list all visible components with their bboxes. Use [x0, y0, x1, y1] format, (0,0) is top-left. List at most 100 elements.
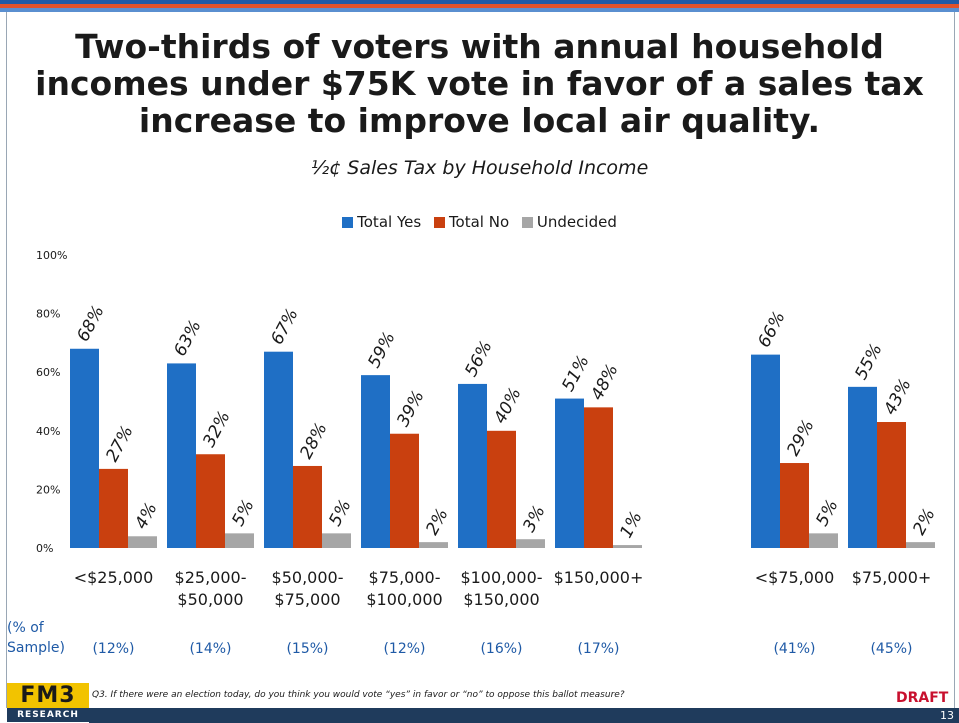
legend-item-total-no: Total No: [433, 213, 510, 231]
bar-total-yes-4: [361, 375, 390, 548]
bar-total-no-2: [196, 454, 225, 548]
value-label-undecided-5: 3%: [519, 502, 549, 535]
sample-share-label: (45%): [870, 641, 912, 657]
bar-total-yes-8: [848, 386, 877, 548]
value-label-undecided-4: 2%: [422, 505, 452, 538]
legend-item-undecided: Undecided: [521, 213, 617, 231]
sample-share-label: (15%): [286, 641, 328, 657]
value-label-total-no-6: 48%: [587, 361, 622, 404]
bar-total-no-8: [877, 422, 906, 548]
category-label-line: $75,000: [274, 590, 340, 609]
bar-total-no-3: [293, 465, 322, 548]
bar-undecided-4: [419, 542, 448, 548]
value-label-total-yes-8: 55%: [851, 340, 886, 383]
bottom-footer-bar: [89, 708, 959, 723]
legend-label-undecided: Undecided: [536, 213, 617, 231]
value-label-total-no-4: 39%: [393, 387, 428, 430]
top-accent-bar-orange: [0, 4, 959, 8]
category-label-line: <$25,000: [74, 568, 154, 587]
sample-row-label-line: (% of: [7, 620, 45, 636]
category-label: <$25,000: [74, 568, 154, 587]
logo-subtitle: RESEARCH: [7, 708, 89, 722]
legend-swatch-total-yes: [342, 217, 354, 228]
sample-row-label-line: Sample): [7, 640, 65, 656]
value-label-total-yes-2: 63%: [170, 317, 205, 360]
value-label-total-no-2: 32%: [199, 408, 234, 451]
legend-swatch-total-no: [433, 217, 445, 228]
bar-total-yes-1: [70, 348, 99, 548]
legend-label-total-no: Total No: [448, 213, 510, 231]
category-label: <$75,000: [755, 568, 835, 587]
bar-total-yes-6: [555, 398, 584, 548]
sample-share-label: (12%): [383, 641, 425, 657]
bar-undecided-2: [225, 533, 254, 548]
bar-total-no-7: [780, 463, 809, 548]
category-label: $50,000- $75,000: [272, 568, 344, 609]
category-label-line: $100,000-: [460, 568, 542, 587]
sample-share-label: (14%): [189, 641, 231, 657]
value-label-undecided-7: 5%: [812, 496, 842, 529]
category-label-line: $25,000-: [175, 568, 247, 587]
y-tick-label: 0%: [36, 542, 53, 555]
chart-legend: Total Yes Total No Undecided: [0, 213, 959, 231]
top-accent-bar: [0, 0, 959, 4]
category-label: $150,000+: [554, 568, 644, 587]
bar-undecided-3: [322, 533, 351, 548]
value-label-undecided-8: 2%: [909, 505, 939, 538]
fm3-research-logo: FM3 RESEARCH: [7, 683, 89, 723]
bar-chart: 0% 20% 40% 60% 80% 100% 68% 27% 4% <$25,000 (12%) 6…: [7, 249, 940, 657]
legend-item-total-yes: Total Yes: [342, 213, 421, 231]
bar-total-yes-3: [264, 351, 293, 548]
legend-swatch-undecided: [521, 217, 533, 228]
y-tick-label: 60%: [36, 366, 60, 379]
bar-undecided-7: [809, 533, 838, 548]
category-label-line: $50,000: [177, 590, 243, 609]
bar-total-yes-5: [458, 383, 487, 548]
category-label-line: $150,000: [463, 590, 539, 609]
value-label-total-yes-7: 66%: [754, 308, 789, 351]
sample-share-label: (41%): [773, 641, 815, 657]
bar-total-yes-2: [167, 363, 196, 548]
value-label-total-no-1: 27%: [102, 422, 137, 465]
value-label-total-yes-6: 51%: [558, 352, 593, 395]
bar-total-no-5: [487, 430, 516, 548]
sample-share-label: (17%): [577, 641, 619, 657]
category-label: $75,000+: [852, 568, 932, 587]
sample-row-label: (% of Sample): [7, 620, 65, 656]
category-label-line: <$75,000: [755, 568, 835, 587]
sample-share-label: (16%): [480, 641, 522, 657]
slide-frame: [6, 12, 955, 708]
sample-share-label: (12%): [92, 641, 134, 657]
category-label: $100,000- $150,000: [460, 568, 542, 609]
category-label-line: $100,000: [366, 590, 442, 609]
question-footnote: Q3. If there were an election today, do …: [92, 690, 625, 700]
value-label-undecided-6: 1%: [616, 508, 646, 541]
category-label-line: $150,000+: [554, 568, 644, 587]
value-label-undecided-2: 5%: [228, 496, 258, 529]
y-tick-label: 100%: [36, 249, 67, 262]
value-label-total-no-3: 28%: [296, 420, 331, 463]
logo-wordmark: FM3: [7, 683, 89, 708]
category-label-line: $50,000-: [272, 568, 344, 587]
page-number: 13: [940, 709, 954, 722]
value-label-total-yes-4: 59%: [364, 329, 399, 372]
bar-total-no-6: [584, 407, 613, 548]
category-label: $75,000- $100,000: [366, 568, 442, 609]
top-accent-bar-light: [0, 8, 959, 12]
value-label-total-no-7: 29%: [783, 417, 818, 460]
value-label-total-no-8: 43%: [880, 376, 915, 419]
category-label-line: $75,000+: [852, 568, 932, 587]
bar-total-no-4: [390, 433, 419, 548]
value-label-undecided-3: 5%: [325, 496, 355, 529]
value-label-total-yes-1: 68%: [73, 302, 108, 345]
category-label: $25,000- $50,000: [175, 568, 247, 609]
category-label-line: $75,000-: [369, 568, 441, 587]
value-label-total-yes-5: 56%: [461, 338, 496, 381]
bar-undecided-1: [128, 536, 157, 548]
bar-undecided-8: [906, 542, 935, 548]
value-label-undecided-1: 4%: [131, 499, 161, 532]
y-tick-label: 80%: [36, 308, 60, 321]
bar-total-yes-7: [751, 354, 780, 548]
value-label-total-no-5: 40%: [490, 384, 525, 427]
bar-undecided-6: [613, 545, 642, 548]
